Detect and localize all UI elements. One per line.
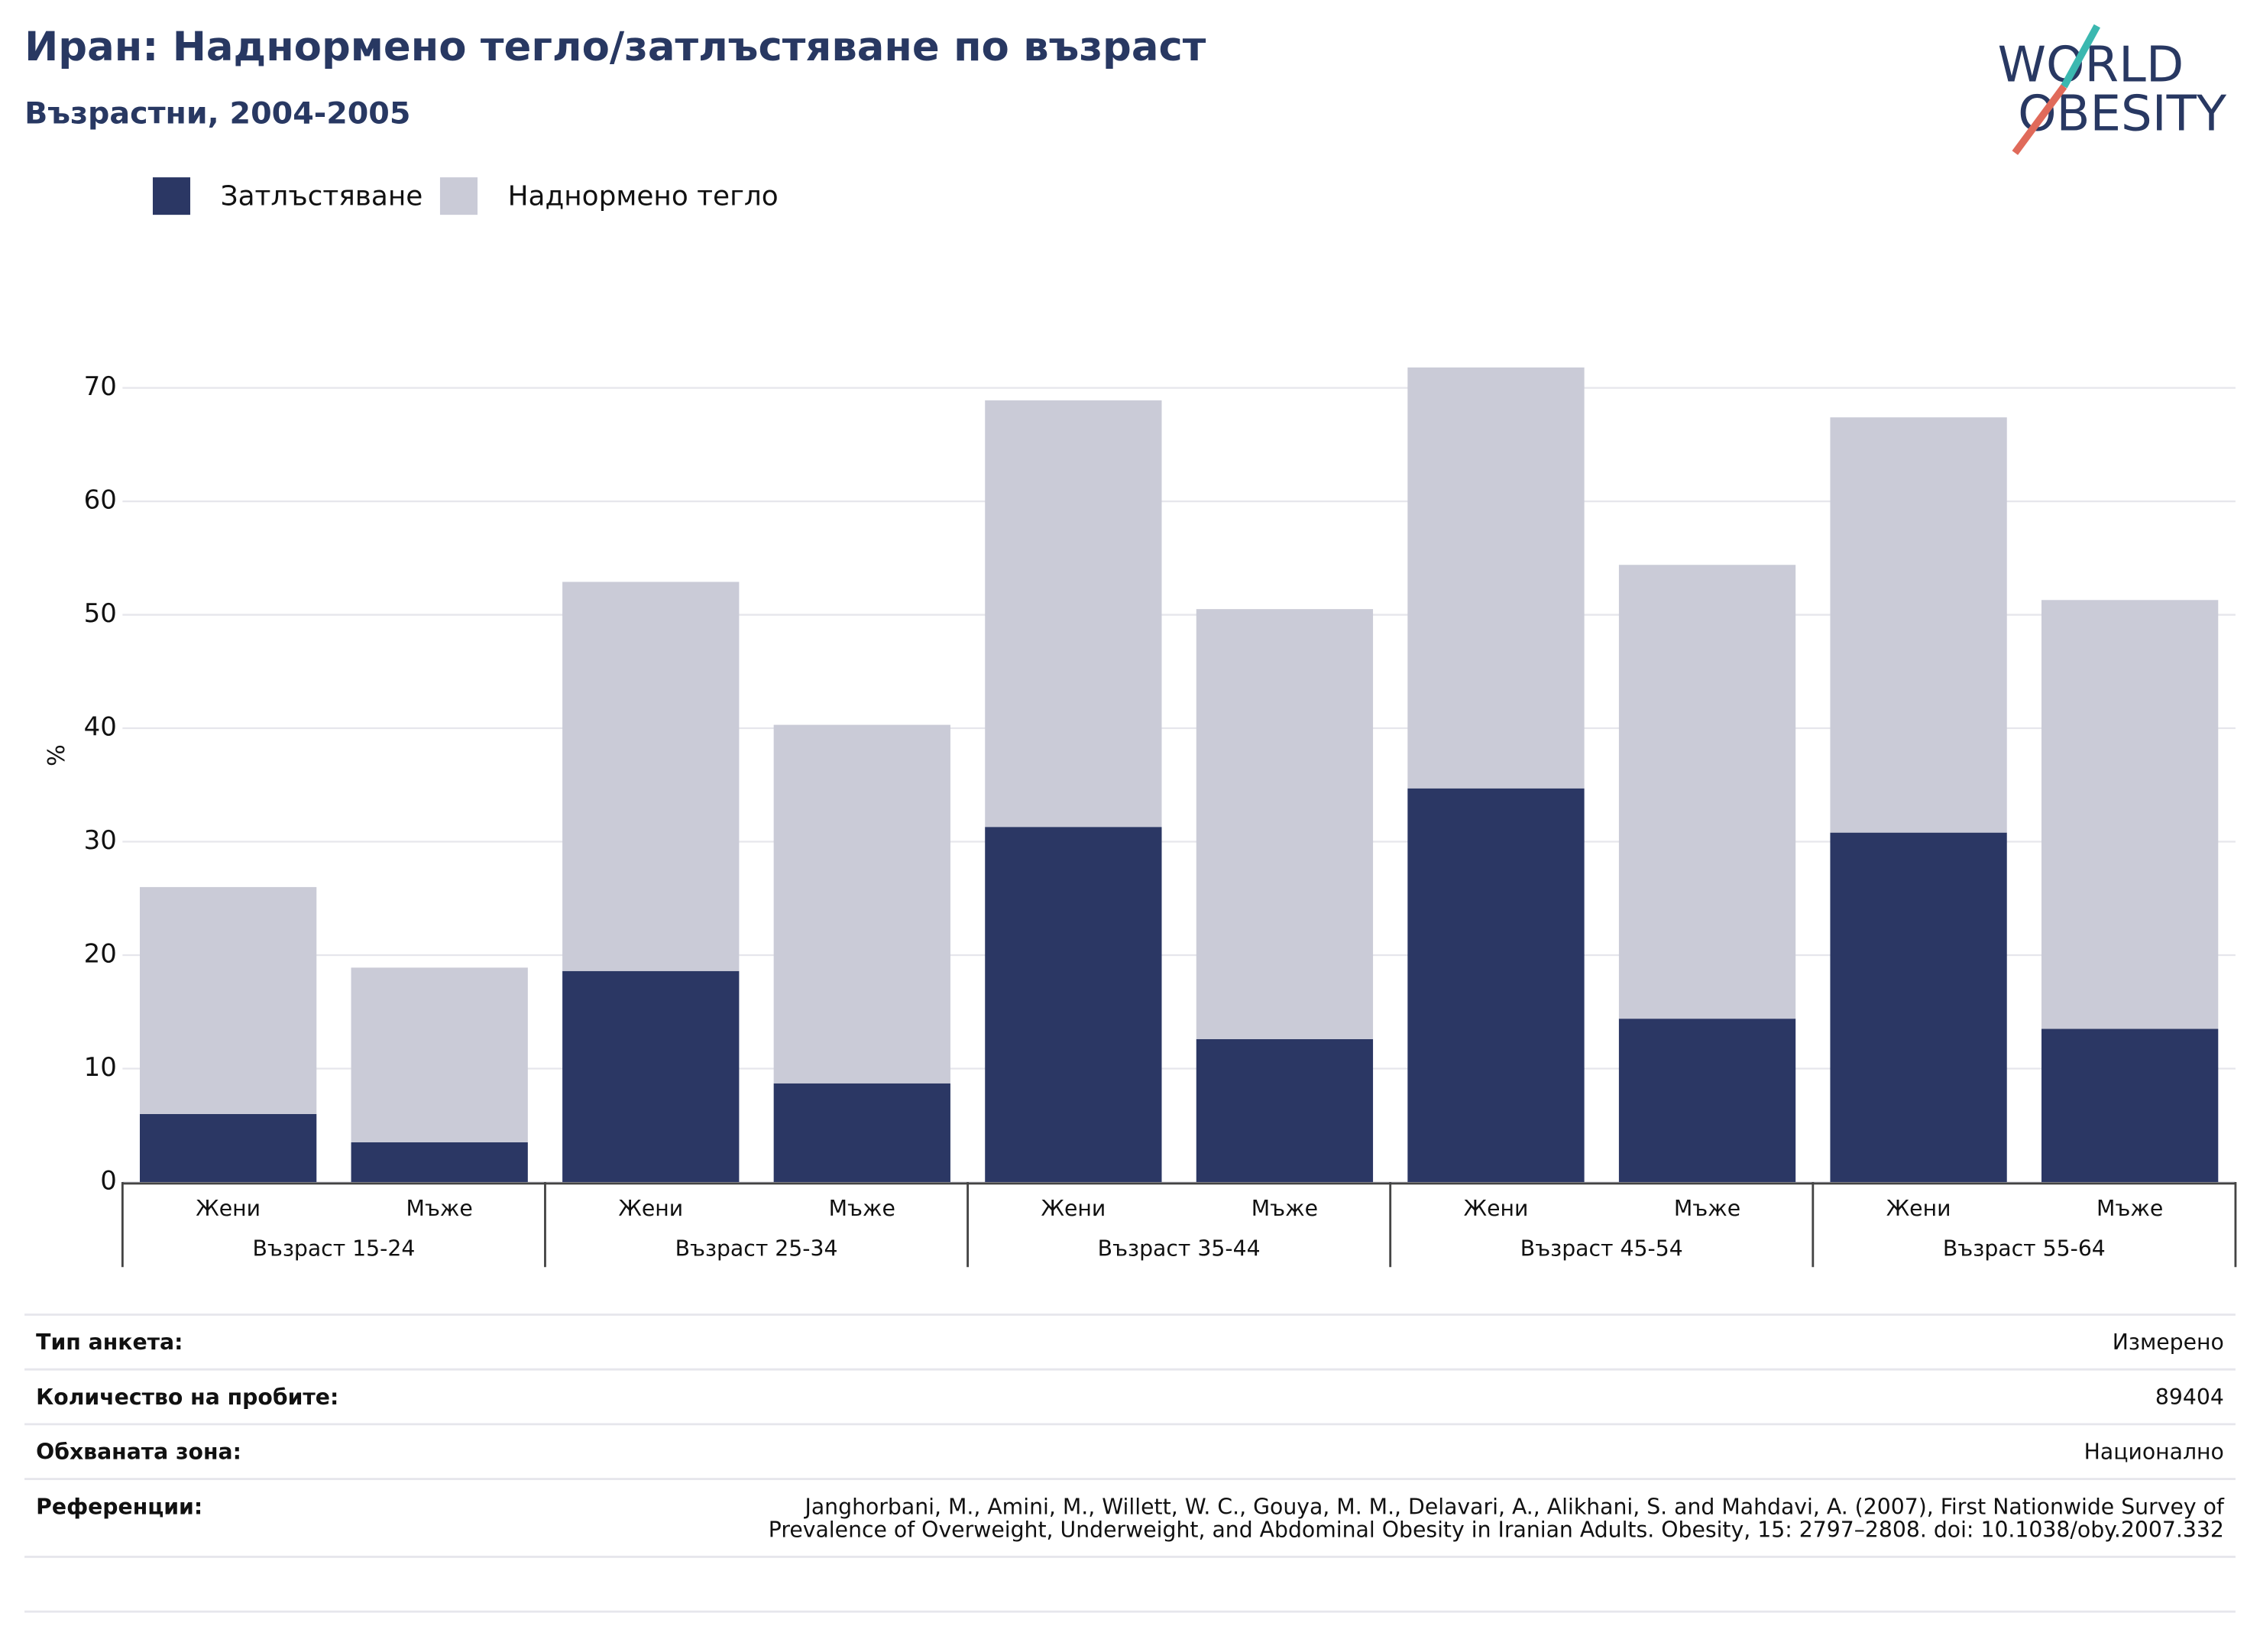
bar-segment (1830, 832, 2007, 1182)
y-axis-label: % (44, 744, 70, 766)
y-tick-label: 0 (100, 1165, 117, 1196)
x-tick-label: Мъже (2096, 1196, 2163, 1221)
table-label: Количество на пробите: (36, 1385, 338, 1410)
logo-text: OBESITY (2018, 85, 2227, 142)
bar-segment (351, 967, 528, 1142)
table-label: Референции: (36, 1494, 202, 1519)
legend-label: Затлъстяване (221, 180, 423, 212)
legend-label: Наднормено тегло (508, 180, 779, 212)
group-label: Възраст 15-24 (252, 1236, 415, 1262)
bar-segment (1407, 788, 1585, 1182)
logo-slash (2012, 84, 2067, 155)
bar-segment (1618, 565, 1796, 1019)
group-label: Възраст 25-34 (675, 1236, 838, 1262)
y-tick-label: 10 (84, 1052, 117, 1083)
table-value: Janghorbani, M., Amini, M., Willett, W. … (804, 1494, 2225, 1519)
x-tick-label: Жени (1464, 1196, 1529, 1221)
y-tick-label: 20 (84, 939, 117, 970)
bar-segment (985, 400, 1162, 828)
y-tick-label: 40 (84, 712, 117, 743)
logo-text: WORLD (1998, 36, 2184, 93)
bar-segment (139, 886, 317, 1114)
y-tick-label: 60 (84, 485, 117, 516)
bar-segment (562, 970, 740, 1182)
bar-segment (139, 1113, 317, 1182)
legend-swatch (439, 177, 478, 215)
bar-segment (351, 1142, 528, 1182)
table-label: Обхваната зона: (36, 1440, 241, 1465)
x-tick-label: Жени (196, 1196, 261, 1221)
bar-segment (1618, 1019, 1796, 1182)
table-value: Национално (2084, 1440, 2224, 1465)
bar-segment (1830, 417, 2007, 833)
bar-segment (1407, 367, 1585, 789)
bar-segment (1196, 1038, 1374, 1182)
group-label: Възраст 35-44 (1098, 1236, 1261, 1262)
x-tick-label: Жени (1041, 1196, 1106, 1221)
y-tick-label: 50 (84, 598, 117, 629)
y-tick-label: 30 (84, 825, 117, 856)
logo-slash (2061, 24, 2100, 89)
bar-segment (773, 1083, 950, 1182)
bar-segment (1196, 609, 1374, 1039)
table-value: 89404 (2155, 1385, 2224, 1410)
x-tick-label: Жени (1886, 1196, 1951, 1221)
group-label: Възраст 55-64 (1943, 1236, 2106, 1262)
group-label: Възраст 45-54 (1520, 1236, 1683, 1262)
x-tick-label: Жени (618, 1196, 683, 1221)
x-tick-label: Мъже (1674, 1196, 1740, 1221)
bar-segment (2041, 600, 2219, 1029)
x-tick-label: Мъже (829, 1196, 895, 1221)
x-tick-label: Мъже (406, 1196, 473, 1221)
x-tick-label: Мъже (1251, 1196, 1318, 1221)
table-value: Prevalence of Overweight, Underweight, a… (769, 1517, 2224, 1542)
table-label: Тип анкета: (36, 1330, 183, 1355)
chart-subtitle: Възрастни, 2004-2005 (24, 96, 410, 131)
legend-swatch (152, 177, 191, 215)
bar-segment (2041, 1028, 2219, 1182)
table-value: Измерено (2113, 1330, 2224, 1355)
bar-segment (773, 724, 950, 1084)
bar-segment (985, 827, 1162, 1182)
chart-title: Иран: Наднормено тегло/затлъстяване по в… (24, 24, 1206, 70)
y-tick-label: 70 (84, 371, 117, 402)
bar-segment (562, 581, 740, 971)
